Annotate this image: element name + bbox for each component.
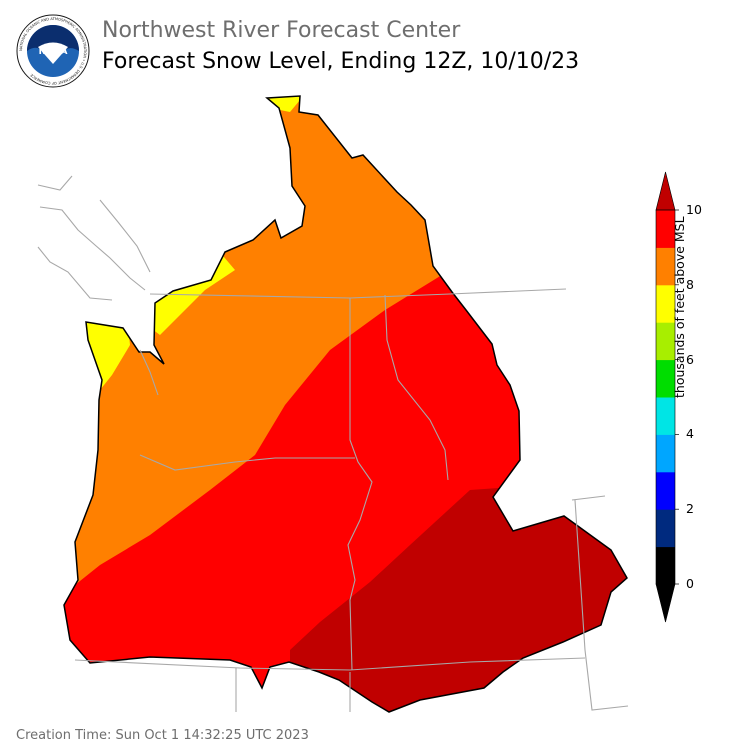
legend-frame [655,209,676,585]
legend-band-9-10 [656,210,675,248]
page-title-org: Northwest River Forecast Center [102,18,461,43]
southern-boundary [74,657,586,671]
legend-tick-10: 10 [686,202,702,217]
legend-under-triangle [655,583,676,623]
coastline-bc [37,175,151,301]
band-over-10-kft [290,470,627,712]
legend-tick-4: 4 [686,426,694,442]
legend-band-2-3 [656,471,675,510]
legend-band-1-2 [656,509,675,548]
legend-band-8-9 [656,247,675,286]
legend-tick-8: 8 [686,276,694,292]
wa-id-boundary [347,298,373,671]
id-mt-boundary [384,294,449,481]
legend-tick-0: 0 [686,576,694,591]
state-boundaries [37,175,629,712]
basin-outline [63,95,628,713]
legend-band-0-1 [656,546,675,585]
logo-center-text: NOAA [39,47,68,57]
legend-band-5-6 [656,359,675,398]
band-7-8-kft-north [240,96,330,112]
legend-tick-6: 6 [686,351,694,367]
mt-wy-boundary [571,495,629,711]
creation-time: Creation Time: Sun Oct 1 14:32:25 UTC 20… [16,728,309,743]
legend-band-6-7 [656,322,675,361]
legend-band-3-4 [656,434,675,473]
wa-or-boundary [139,454,355,471]
legend-band-4-5 [656,397,675,435]
color-legend [655,171,679,623]
legend-band-7-8 [656,284,675,323]
noaa-logo-icon: NOAA NATIONAL OCEANIC AND ATMOSPHERIC AD… [16,14,90,88]
puget-sound-outline [139,349,159,396]
legend-tick-2: 2 [686,501,694,517]
legend-bands [655,171,679,623]
canada-border [149,288,567,299]
page-title: Forecast Snow Level, Ending 12Z, 10/10/2… [102,49,580,74]
legend-label: thousands of feet above MSL [672,216,687,398]
